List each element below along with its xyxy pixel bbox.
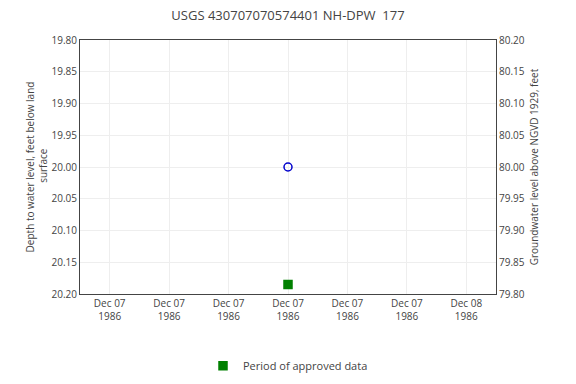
svg-text:Depth to water level, feet bel: Depth to water level, feet below land su… (23, 82, 50, 253)
svg-text:Dec 071986: Dec 071986 (213, 296, 245, 323)
svg-text:Dec 081986: Dec 081986 (450, 296, 482, 323)
svg-text:80.10: 80.10 (499, 96, 525, 110)
svg-text:79.85: 79.85 (499, 255, 525, 269)
svg-text:79.80: 79.80 (499, 287, 525, 301)
svg-text:80.00: 80.00 (499, 160, 525, 174)
svg-text:80.20: 80.20 (499, 33, 525, 47)
svg-text:19.85: 19.85 (52, 64, 78, 78)
svg-text:19.90: 19.90 (52, 96, 78, 110)
svg-text:Period of approved data: Period of approved data (243, 358, 367, 373)
svg-text:19.80: 19.80 (52, 33, 78, 47)
svg-text:Dec 071986: Dec 071986 (332, 296, 364, 323)
svg-text:Dec 071986: Dec 071986 (272, 296, 304, 323)
svg-text:20.00: 20.00 (52, 160, 78, 174)
svg-text:20.05: 20.05 (52, 191, 78, 205)
svg-text:20.10: 20.10 (52, 223, 78, 237)
svg-text:19.95: 19.95 (52, 128, 78, 142)
svg-text:Dec 071986: Dec 071986 (153, 296, 185, 323)
svg-text:USGS 430707070574401 NH-DPW 1: USGS 430707070574401 NH-DPW 177 (171, 6, 404, 24)
svg-text:20.20: 20.20 (52, 287, 78, 301)
svg-text:79.95: 79.95 (499, 191, 525, 205)
svg-text:80.05: 80.05 (499, 128, 525, 142)
svg-text:Groundwater level above NGVD 1: Groundwater level above NGVD 1929, feet (527, 68, 541, 265)
svg-text:Dec 071986: Dec 071986 (391, 296, 423, 323)
svg-text:80.15: 80.15 (499, 64, 525, 78)
svg-text:79.90: 79.90 (499, 223, 525, 237)
svg-text:Dec 071986: Dec 071986 (94, 296, 126, 323)
svg-text:20.15: 20.15 (52, 255, 78, 269)
